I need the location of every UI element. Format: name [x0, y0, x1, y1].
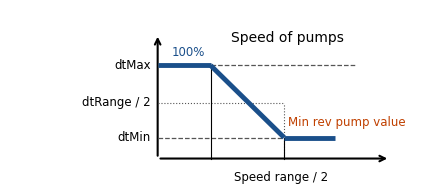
Text: dtMax: dtMax [114, 59, 151, 72]
Text: Speed of pumps: Speed of pumps [231, 31, 344, 45]
Text: 100%: 100% [172, 46, 205, 59]
Text: dtMin: dtMin [118, 131, 151, 144]
Text: Min rev pump value: Min rev pump value [288, 115, 405, 129]
Text: dtRange / 2: dtRange / 2 [82, 97, 151, 109]
Text: Speed range / 2: Speed range / 2 [234, 171, 328, 183]
